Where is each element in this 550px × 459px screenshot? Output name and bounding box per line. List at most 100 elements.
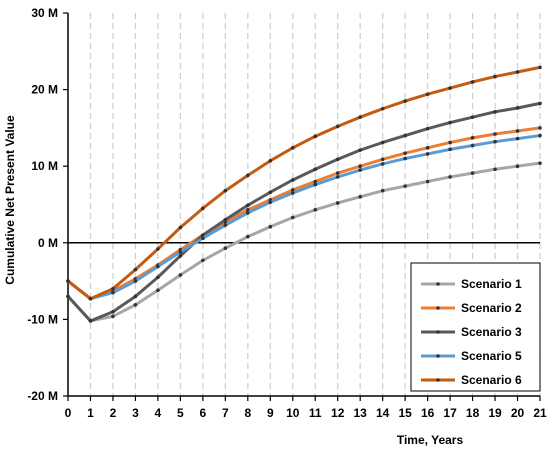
data-point [425,152,430,156]
data-point [493,167,497,172]
y-tick-label: 20 M [31,83,58,97]
data-point [515,129,520,133]
data-point [358,195,362,199]
legend-item: Scenario 3 [421,325,522,339]
y-tick-label: 30 M [31,6,58,20]
data-point [88,296,93,301]
x-tick-label: 10 [286,406,300,420]
data-point [290,188,295,192]
data-point [111,314,115,319]
data-point [380,188,385,193]
series-line [66,101,541,323]
data-point [448,120,452,125]
data-point [493,74,497,79]
series-line [66,161,541,323]
legend-marker [436,330,440,334]
legend-marker [436,378,440,382]
data-point [380,157,385,162]
legend-label: Scenario 1 [461,277,522,291]
x-axis-tick-labels: 0 1 2 3 4 5 6 7 8 9 10 11 12 13 14 15 16 17 18 19 20 21 [65,406,547,420]
data-point [111,286,115,291]
series-line [67,65,541,301]
data-point [268,190,273,195]
data-point [313,182,318,187]
data-point [246,203,250,208]
data-point [201,258,205,263]
data-point [156,264,160,269]
legend-item: Scenario 1 [421,277,522,291]
data-point [111,290,115,295]
data-point [448,140,452,145]
x-tick-label: 2 [110,406,117,420]
data-point [493,139,497,144]
data-point [425,126,430,131]
data-point [178,273,183,277]
data-point [403,133,407,138]
data-point [133,294,138,299]
data-point [493,132,497,136]
data-point [380,162,385,166]
data-point [335,124,340,129]
data-point [66,279,70,283]
x-tick-label: 21 [533,406,547,420]
legend-marker [436,306,440,310]
data-point [290,215,295,220]
data-point [335,171,340,175]
data-point [133,303,138,307]
x-tick-label: 18 [466,406,480,420]
data-point [515,70,520,74]
legend-marker [436,282,440,286]
data-point [538,101,542,106]
legend-marker [436,354,440,358]
x-tick-label: 5 [177,406,184,420]
x-tick-label: 13 [354,406,368,420]
data-point [156,275,160,280]
data-point [515,136,520,141]
data-point [380,106,385,111]
data-point [358,164,362,168]
data-point [66,294,70,299]
data-point [448,147,452,152]
data-point [268,159,273,163]
y-tick-label: 0 M [38,236,58,250]
x-tick-label: 6 [200,406,207,420]
y-axis-tick-labels: 30 M 20 M 10 M 0 M -10 M -20 M [27,6,58,403]
data-point [515,164,520,168]
x-tick-label: 16 [421,406,435,420]
series-line [67,134,541,301]
data-point [246,211,250,215]
x-tick-label: 17 [443,406,457,420]
data-point [538,161,542,165]
data-point [246,173,250,178]
x-axis-label: Time, Years [397,433,464,447]
legend: Scenario 1 Scenario 2 Scenario 3 Scenario 5… [410,262,541,392]
data-point [133,279,138,283]
series-scenario-3 [66,101,542,323]
data-point [358,148,362,152]
x-tick-label: 3 [132,406,139,420]
legend-item: Scenario 6 [421,373,522,387]
legend-label: Scenario 6 [461,373,522,387]
data-point [403,151,407,155]
data-point [88,319,93,323]
data-point [515,106,520,110]
data-point [493,110,497,114]
data-point [313,134,318,139]
data-point [313,179,318,184]
data-point [290,178,295,182]
series-line [67,126,541,301]
data-point [470,136,475,140]
series-scenario-6 [66,65,542,301]
data-point [111,309,115,314]
legend-label: Scenario 3 [461,325,522,339]
y-tick-label: 10 M [31,159,58,173]
data-point [268,200,273,205]
axes [63,12,541,401]
data-point [403,99,407,103]
data-point [201,206,205,211]
data-point [178,254,183,258]
x-tick-label: 0 [65,406,72,420]
data-point [223,218,228,222]
data-point [470,115,475,119]
